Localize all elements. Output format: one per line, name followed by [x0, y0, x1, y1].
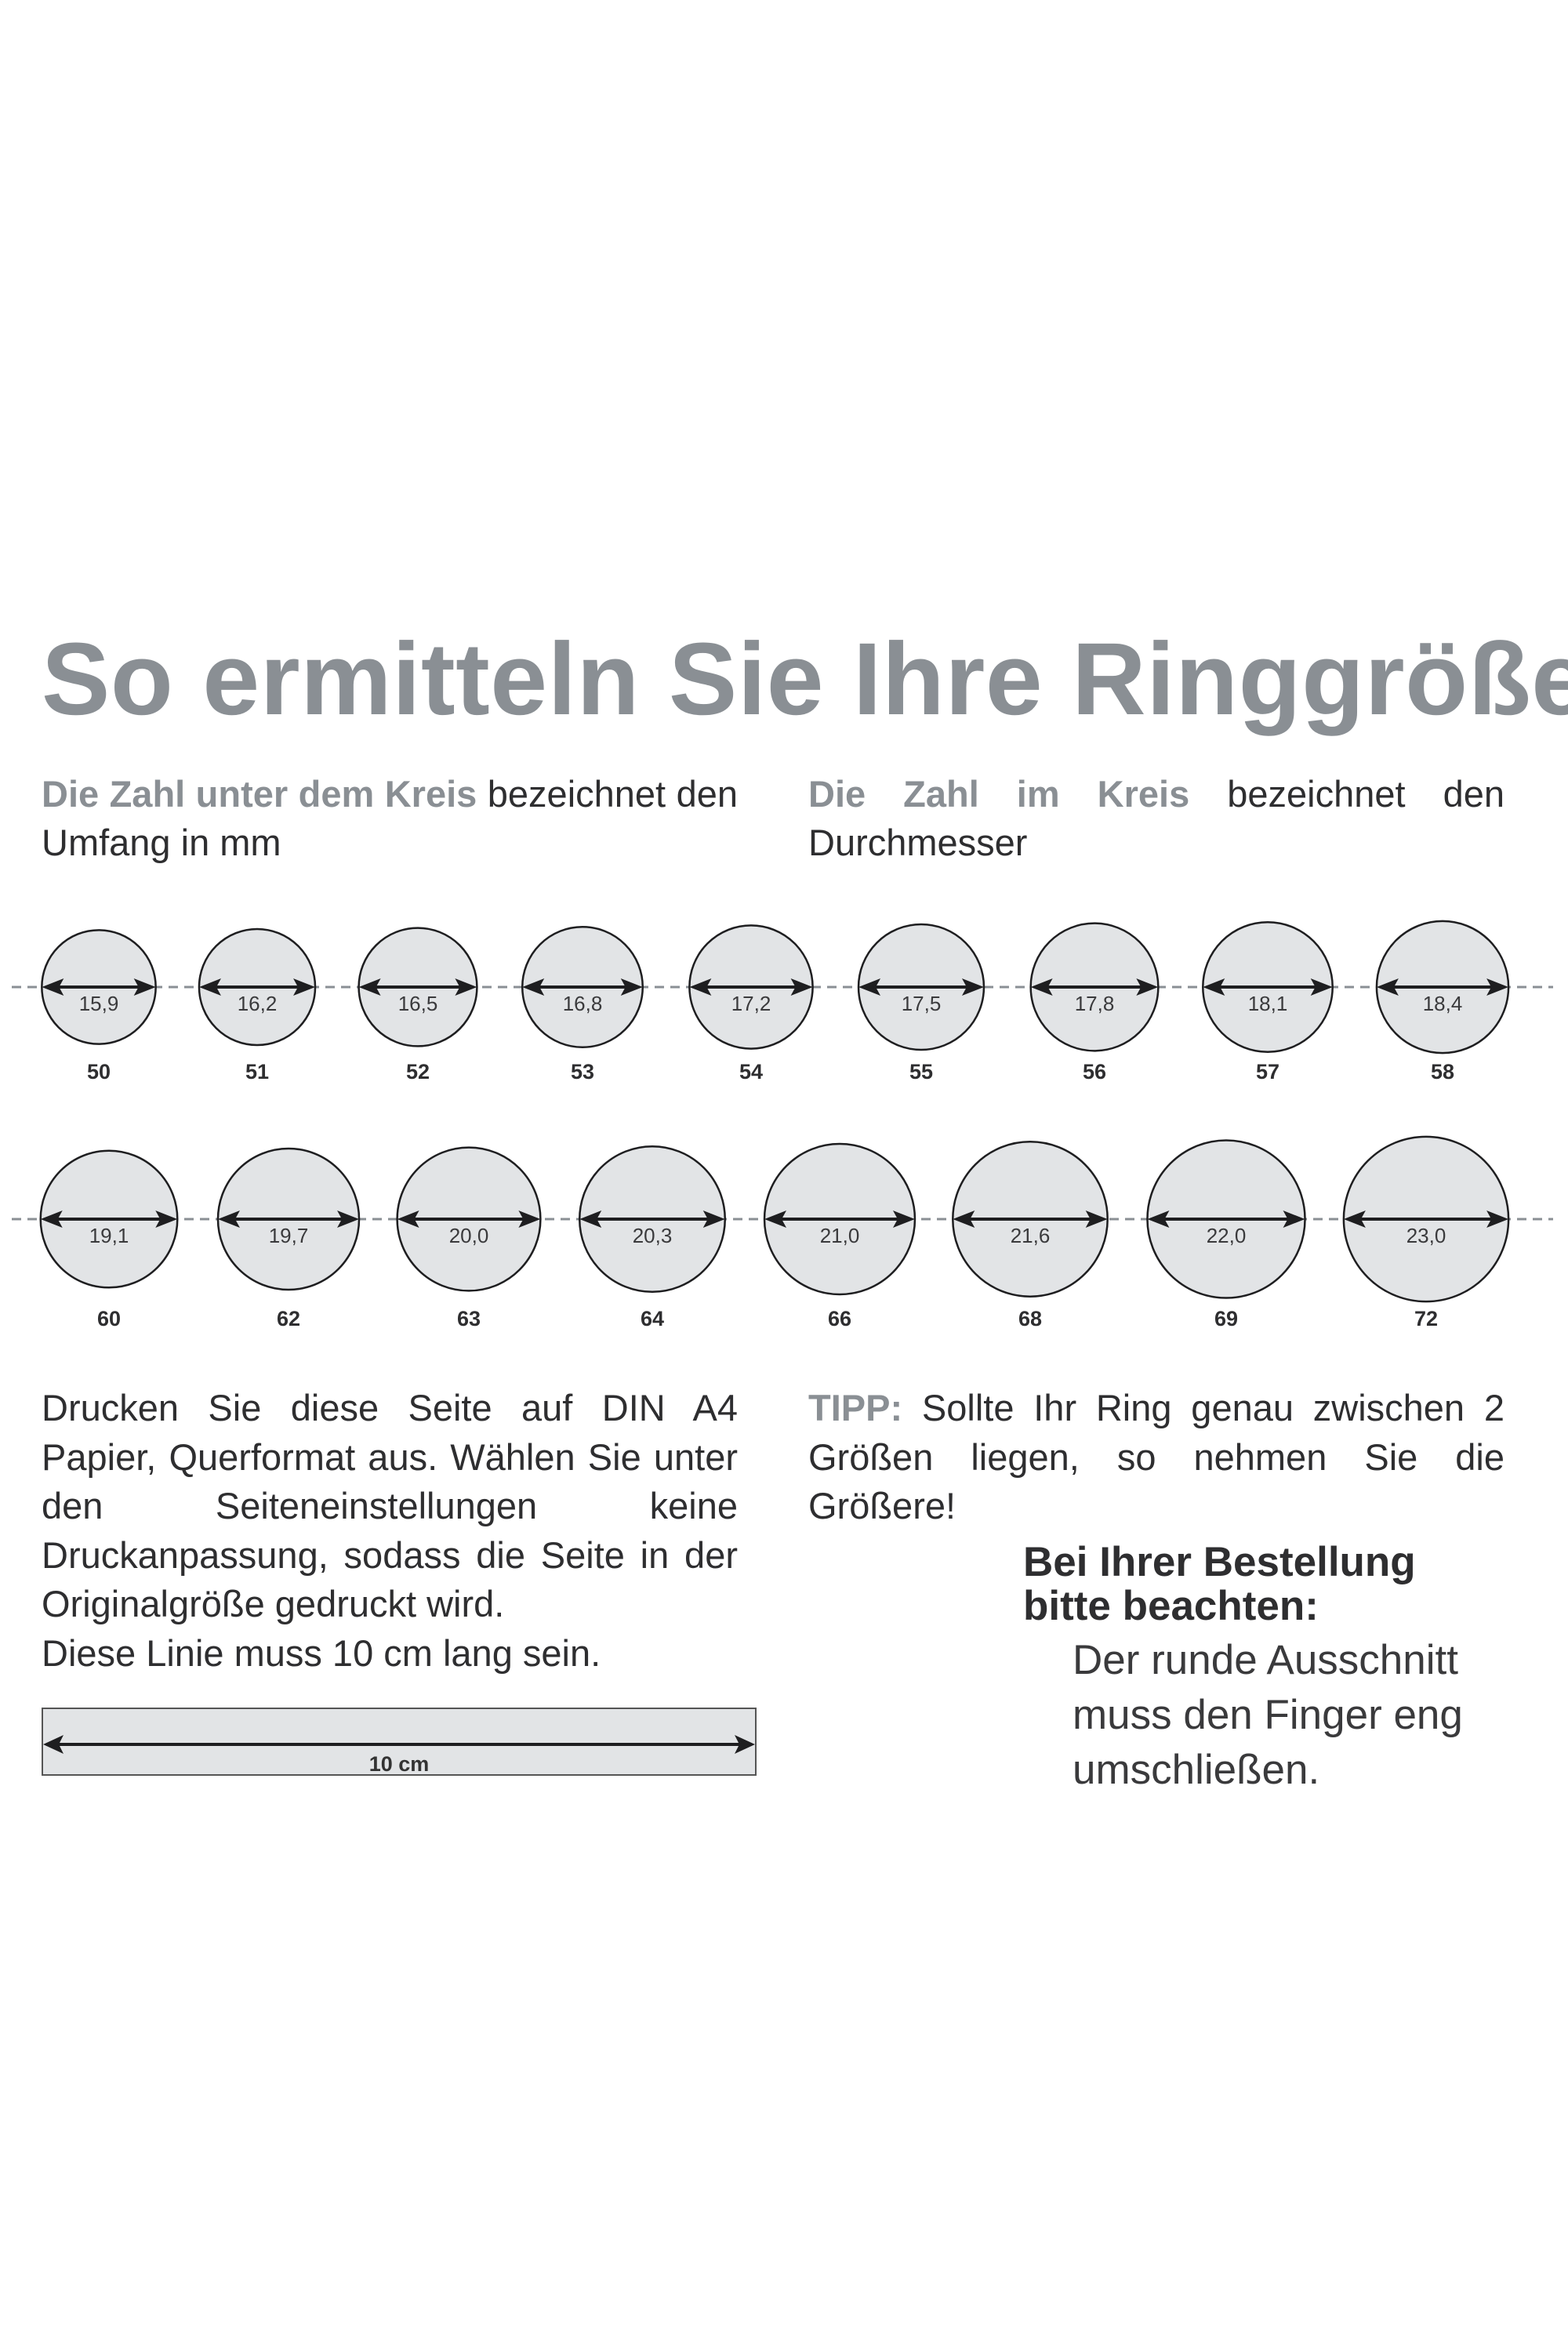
- ring-size-label: 54: [739, 1060, 763, 1083]
- ring-diameter-label: 16,2: [238, 992, 278, 1015]
- arrowhead-left-icon: [397, 1210, 419, 1228]
- arrowhead-right-icon: [518, 1210, 541, 1228]
- intro-circumference: Die Zahl unter dem Kreis bezeichnet den …: [42, 770, 738, 867]
- arrowhead-right-icon: [961, 978, 984, 996]
- print-instructions: Drucken Sie diese Seite auf DIN A4 Papie…: [42, 1384, 738, 1678]
- ring-diameter-label: 16,8: [563, 992, 603, 1015]
- order-note-heading: Bei Ihrer Bestellung bitte beachten:: [1023, 1541, 1416, 1628]
- ring-size-label: 72: [1414, 1307, 1438, 1330]
- arrowhead-right-icon: [155, 1210, 178, 1228]
- arrowhead-left-icon: [1147, 1210, 1170, 1228]
- order-note-line-1: Der runde Ausschnitt: [1073, 1637, 1458, 1683]
- arrowhead-left-icon: [764, 1210, 787, 1228]
- print-instructions-main: Drucken Sie diese Seite auf DIN A4 Papie…: [42, 1387, 738, 1624]
- arrowhead-right-icon: [1283, 1210, 1305, 1228]
- arrowhead-right-icon: [1310, 978, 1333, 996]
- ring-diameter-label: 20,0: [449, 1224, 489, 1247]
- ring-diameter-label: 19,1: [89, 1224, 129, 1247]
- ring-diameter-label: 17,8: [1075, 992, 1115, 1015]
- order-note-line-3: umschließen.: [1073, 1747, 1320, 1793]
- arrowhead-right-icon: [1486, 978, 1509, 996]
- arrowhead-right-icon: [892, 1210, 915, 1228]
- intro-right-text: bezeichnet den: [1189, 773, 1504, 815]
- arrowhead-left-icon: [953, 1210, 975, 1228]
- ring-diameter-label: 21,0: [820, 1224, 860, 1247]
- intro-left-accent: Die Zahl unter dem Kreis: [42, 773, 477, 815]
- ruler-10cm: 10 cm: [42, 1708, 757, 1776]
- ring-diameter-label: 18,1: [1248, 992, 1288, 1015]
- arrowhead-left-icon: [1030, 978, 1053, 996]
- arrowhead-left-icon: [579, 1210, 602, 1228]
- tip-label: TIPP:: [808, 1387, 903, 1428]
- ring-size-label: 56: [1083, 1060, 1106, 1083]
- arrowhead-left-icon: [198, 978, 221, 996]
- ring-diameter-label: 17,5: [902, 992, 942, 1015]
- arrowhead-left-icon: [42, 978, 64, 996]
- ring-size-label: 57: [1256, 1060, 1279, 1083]
- ring-diameter-label: 19,7: [269, 1224, 309, 1247]
- arrowhead-right-icon: [293, 978, 316, 996]
- tip-text: Sollte Ihr Ring genau zwischen 2 Größen …: [808, 1387, 1504, 1526]
- order-note-heading-2: bitte beachten:: [1023, 1583, 1319, 1629]
- intro-left-text: bezeichnet den Umfang in mm: [42, 773, 738, 863]
- print-instructions-last: Diese Linie muss 10 cm lang sein.: [42, 1632, 601, 1674]
- ring-size-label: 55: [909, 1060, 933, 1083]
- arrowhead-right-icon: [337, 1210, 360, 1228]
- arrowhead-left-icon: [522, 978, 545, 996]
- order-note-body: Der runde Ausschnitt muss den Finger eng…: [1073, 1633, 1463, 1798]
- arrowhead-left-icon: [1343, 1210, 1366, 1228]
- arrowhead-right-icon: [790, 978, 813, 996]
- ring-size-chart: 15,9 50 16,2 51 16,5 52 16,8 53 17,2 54 17,5 55 17,8…: [12, 920, 1553, 1330]
- arrowhead-right-icon: [702, 1210, 725, 1228]
- order-note-line-2: muss den Finger eng: [1073, 1692, 1463, 1738]
- ring-diameter-label: 20,3: [633, 1224, 673, 1247]
- arrowhead-left-icon: [1376, 978, 1399, 996]
- arrowhead-left-icon: [217, 1210, 240, 1228]
- ring-size-label: 52: [406, 1060, 430, 1083]
- order-note-heading-1: Bei Ihrer Bestellung: [1023, 1539, 1416, 1585]
- ring-size-label: 66: [828, 1307, 851, 1330]
- arrowhead-right-icon: [1136, 978, 1159, 996]
- intro-diameter: Die Zahl im Kreis bezeichnet den Durchmes…: [808, 770, 1504, 867]
- ring-diameter-label: 17,2: [731, 992, 771, 1015]
- ring-size-label: 53: [571, 1060, 594, 1083]
- arrowhead-right-icon: [1486, 1210, 1509, 1228]
- ring-size-label: 63: [457, 1307, 481, 1330]
- ring-size-label: 64: [641, 1307, 664, 1330]
- ring-diameter-label: 18,4: [1423, 992, 1463, 1015]
- ring-size-label: 69: [1214, 1307, 1238, 1330]
- arrowhead-left-icon: [858, 978, 881, 996]
- ruler-label: 10 cm: [368, 1752, 430, 1776]
- ring-diameter-label: 16,5: [398, 992, 438, 1015]
- arrowhead-right-icon: [455, 978, 477, 996]
- page-title: So ermitteln Sie Ihre Ringgröße: [42, 621, 1568, 736]
- ring-size-label: 60: [97, 1307, 121, 1330]
- arrowhead-right-icon: [1085, 1210, 1108, 1228]
- ring-diameter-label: 22,0: [1207, 1224, 1247, 1247]
- ring-size-label: 50: [87, 1060, 111, 1083]
- arrowhead-left-icon: [358, 978, 381, 996]
- ring-diameter-label: 23,0: [1406, 1224, 1446, 1247]
- arrowhead-left-icon: [40, 1210, 63, 1228]
- arrowhead-right-icon: [620, 978, 643, 996]
- ruler-arrow: [43, 1735, 755, 1754]
- tip: TIPP: Sollte Ihr Ring genau zwischen 2 G…: [808, 1384, 1504, 1531]
- intro-right-accent: Die Zahl im Kreis: [808, 773, 1190, 815]
- ring-size-label: 58: [1431, 1060, 1454, 1083]
- ring-diameter-label: 21,6: [1011, 1224, 1051, 1247]
- arrowhead-right-icon: [133, 978, 156, 996]
- ring-diameter-label: 15,9: [79, 992, 119, 1015]
- arrowhead-left-icon: [1203, 978, 1225, 996]
- ring-size-label: 62: [277, 1307, 300, 1330]
- arrowhead-left-icon: [689, 978, 712, 996]
- intro-right-text-2: Durchmesser: [808, 822, 1028, 863]
- ring-size-label: 51: [245, 1060, 269, 1083]
- ring-size-label: 68: [1018, 1307, 1042, 1330]
